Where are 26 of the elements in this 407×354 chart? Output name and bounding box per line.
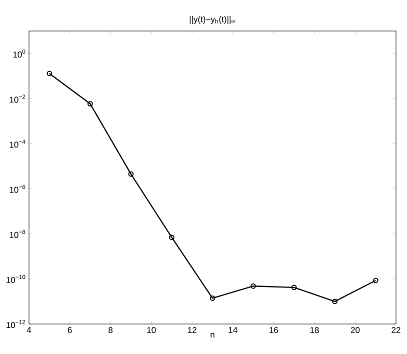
x-tick-label: 12 xyxy=(188,327,196,333)
x-tick-label: 18 xyxy=(310,327,319,334)
x-tick-label: 16 xyxy=(270,327,278,334)
x-tick-label: 22 xyxy=(392,327,400,333)
x-tick-label: 4 xyxy=(26,327,32,333)
point xyxy=(128,171,134,177)
point xyxy=(210,295,216,301)
x-tick-label: 6 xyxy=(68,327,72,334)
point xyxy=(250,283,256,289)
x-axis-title: n xyxy=(210,332,214,338)
x-tick-label: 10 xyxy=(147,327,156,334)
x-tick-label: 8 xyxy=(108,327,113,334)
x-tick-label: 14 xyxy=(228,327,238,333)
point xyxy=(291,284,297,290)
point xyxy=(332,298,338,304)
x-tick-label: 20 xyxy=(350,327,360,334)
y-tick-label: 10$^{−4}$ xyxy=(10,140,26,148)
point xyxy=(87,101,93,106)
y-tick-label: 10$^{−2}$ xyxy=(10,94,26,103)
y-tick-label: 10$^{−12}$ xyxy=(6,320,26,328)
point xyxy=(169,234,174,240)
chart-title: ||y(t)−y$_{h}$(t)||$_{∞}$ xyxy=(190,16,236,24)
y-tick-label: 10$^{−8}$ xyxy=(10,230,26,238)
y-tick-label: 10$^{−6}$ xyxy=(10,184,26,193)
y-tick-label: 10$^{−10}$ xyxy=(6,274,26,283)
y-tick-label: 10$^{0}$ xyxy=(13,50,26,58)
